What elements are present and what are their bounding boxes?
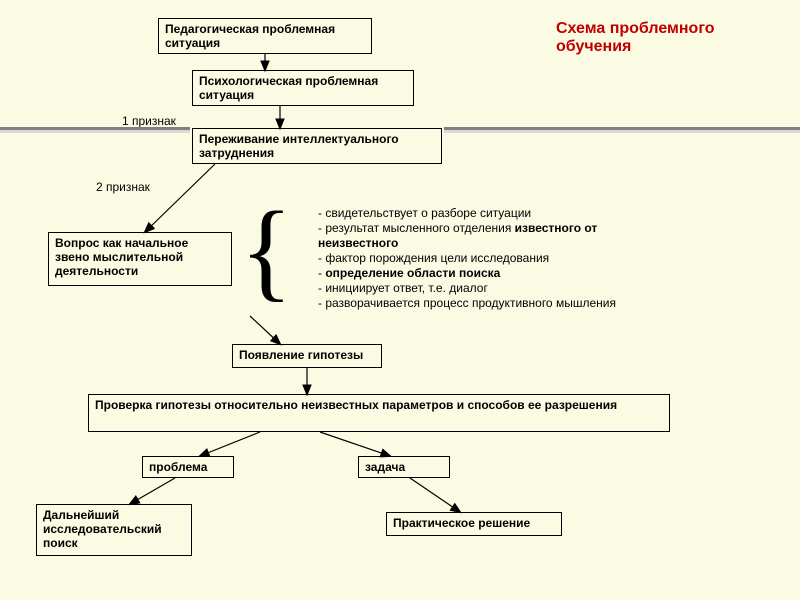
edges-layer xyxy=(0,0,800,600)
edge-b7-b9 xyxy=(130,478,175,504)
edge-b8-b10 xyxy=(410,478,460,512)
edge-b6-b8 xyxy=(320,432,390,456)
edge-b4-b5 xyxy=(250,316,280,344)
edge-b3-b4 xyxy=(145,164,215,232)
edge-b6-b7 xyxy=(200,432,260,456)
diagram-stage: Схема проблемногообучения1 признак2 приз… xyxy=(0,0,800,600)
